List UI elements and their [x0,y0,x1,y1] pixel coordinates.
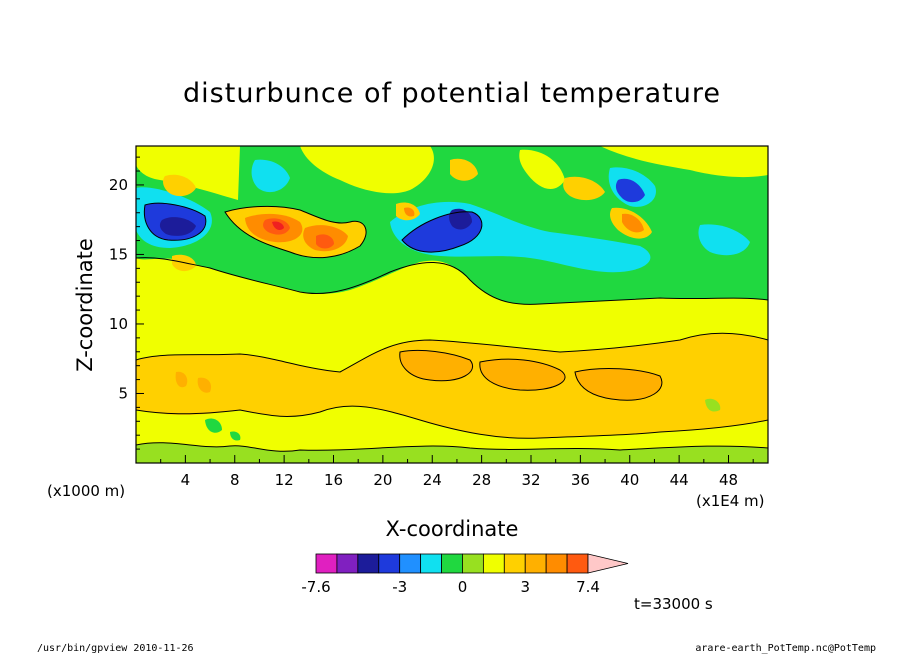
x-tick-label: 12 [275,471,294,489]
x-tick-label: 28 [472,471,491,489]
colorbar-label: -7.6 [301,578,330,596]
chart-title: disturbunce of potential temperature [183,78,721,109]
field-yellow-patch [300,146,434,194]
field-green-speck [205,418,222,433]
colorbar-label: -3 [392,578,407,596]
field-yellow-patch [600,146,768,178]
heatmap-field [136,146,768,463]
colorbar-extension [587,553,629,574]
y-tick-label: 15 [109,245,128,263]
field-warm-patch [450,158,478,181]
x-tick-label: 4 [181,471,191,489]
x-tick-label: 44 [670,471,689,489]
plot-frame [135,145,769,464]
colorbar-swatch [336,553,359,574]
colorbar-swatch [378,553,401,574]
field-cyan-patch [251,159,290,193]
colorbar-swatch [399,553,422,574]
y-axis-label: Z-coordinate [73,238,97,372]
footer-source: arare-earth_PotTemp.nc@PotTemp [695,643,876,654]
field-warm-patch [163,174,196,197]
y-axis: 5 10 15 20 [109,156,144,450]
x-tick-label: 48 [719,471,738,489]
colorbar-swatch [441,553,463,574]
colorbar: -7.6 -3 0 3 7.4 [301,553,629,596]
colorbar-swatch [420,553,442,574]
field-green-speck [705,398,721,412]
colorbar-swatch [545,553,568,574]
contour-lines [136,202,768,452]
colorbar-label: 7.4 [576,578,600,596]
x-tick-label: 36 [571,471,590,489]
field-green-speck [230,431,241,441]
colorbar-swatch [462,553,484,574]
field-orange-band [136,333,768,439]
x-tick-label: 24 [423,471,442,489]
field-lower-green [136,442,768,463]
y-tick-label: 10 [109,315,128,333]
field-warm-patch [563,176,605,201]
field-orange-patch [175,371,188,388]
colorbar-swatch [315,553,338,574]
field-navy-core [449,208,472,230]
x-tick-label: 40 [620,471,639,489]
field-cyan-patch [698,224,750,256]
x-axis-label: X-coordinate [386,517,519,541]
field-navy-core [159,217,196,236]
field-blue-patch [615,178,645,203]
colorbar-label: 3 [520,578,530,596]
footer-program: /usr/bin/gpview 2010-11-26 [37,643,194,654]
colorbar-swatch [357,553,380,574]
field-warm-core [272,221,284,230]
y-unit-label: (x1E4 m) [696,492,765,510]
field-orange-patch [399,350,473,381]
x-axis: 4 8 12 16 20 24 28 32 36 40 44 48 [160,455,754,489]
x-tick-label: 32 [521,471,540,489]
colorbar-swatch [566,553,589,574]
field-warm-patch [404,207,415,217]
field-yellow-patch [136,146,240,200]
x-tick-label: 16 [324,471,343,489]
field-orange-patch [197,377,212,393]
field-orange-patch [575,368,662,401]
field-warm-patch [622,213,644,233]
colorbar-swatch [524,553,547,574]
y-tick-label: 5 [118,384,128,402]
x-tick-label: 20 [373,471,392,489]
colorbar-label: 0 [458,578,468,596]
x-unit-label: (x1000 m) [47,482,125,500]
time-label: t=33000 s [634,595,713,613]
x-tick-label: 8 [230,471,240,489]
field-warm-patch [316,234,334,249]
colorbar-swatch [503,553,526,574]
field-yellow-patch [519,149,565,190]
field-orange-patch [479,359,566,391]
y-tick-label: 20 [109,176,128,194]
colorbar-swatch [482,553,505,574]
